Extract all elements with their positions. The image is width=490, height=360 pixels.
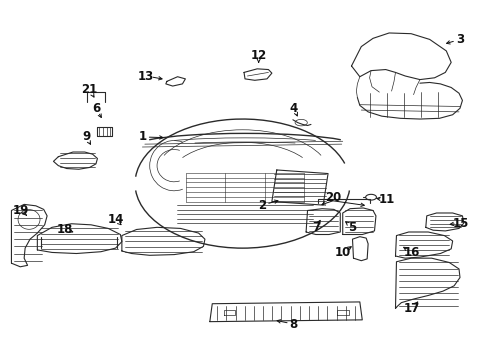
Text: 5: 5 — [348, 221, 357, 234]
Text: 12: 12 — [250, 49, 267, 62]
Text: 10: 10 — [335, 246, 351, 259]
Text: 7: 7 — [312, 221, 320, 234]
Text: 18: 18 — [57, 223, 74, 236]
Text: 8: 8 — [290, 318, 298, 331]
Text: 9: 9 — [82, 130, 90, 144]
Text: 1: 1 — [138, 130, 147, 144]
Text: 21: 21 — [81, 83, 98, 96]
Text: 2: 2 — [258, 199, 266, 212]
Text: 4: 4 — [290, 102, 298, 115]
Text: 16: 16 — [404, 246, 420, 259]
Text: 6: 6 — [92, 102, 100, 115]
Text: 17: 17 — [404, 302, 420, 315]
Text: 20: 20 — [325, 191, 341, 204]
Text: 15: 15 — [453, 216, 469, 230]
Text: 19: 19 — [13, 204, 29, 217]
Text: 11: 11 — [379, 193, 395, 206]
Text: 13: 13 — [138, 69, 154, 82]
Text: 3: 3 — [456, 33, 464, 46]
Text: 14: 14 — [107, 213, 123, 226]
